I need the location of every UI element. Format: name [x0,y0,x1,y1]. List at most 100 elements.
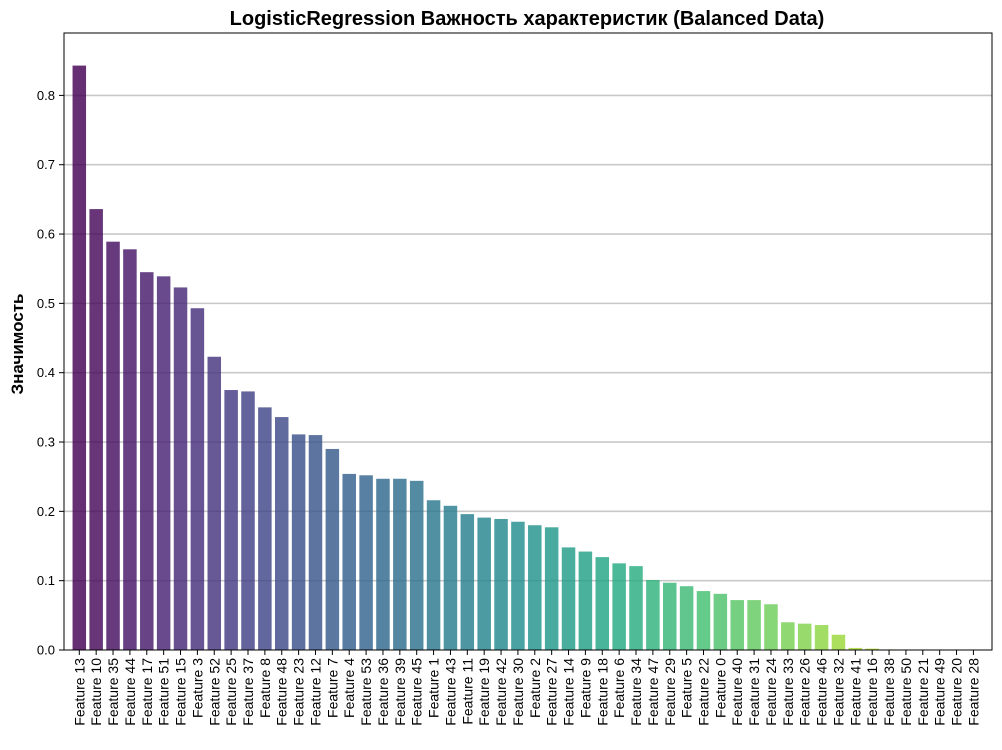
bar [342,473,356,650]
x-tick-label: Feature 44 [122,658,138,726]
bar [781,622,795,650]
bar [612,563,626,650]
bar [814,625,829,650]
x-tick-label: Feature 15 [173,658,189,726]
bar [241,391,255,650]
y-tick-label: 0.5 [37,296,55,311]
x-tick-label: Feature 50 [898,658,914,726]
y-axis-label: Значимость [8,293,27,394]
bar [747,600,761,650]
bar [224,390,238,650]
x-tick-label: Feature 37 [240,658,256,726]
bar [106,241,120,651]
bar [528,525,542,650]
x-tick-label: Feature 2 [527,658,543,718]
bar [274,417,289,650]
x-tick-label: Feature 41 [847,658,863,726]
bar [460,514,475,650]
x-tick-label: Feature 22 [695,658,711,726]
bar [190,308,205,650]
y-axis-ticks: 0.0 0.1 0.2 0.3 0.4 0.5 0.6 0.7 0.8 [37,88,64,658]
x-tick-label: Feature 18 [594,658,610,726]
x-tick-label: Feature 42 [493,658,509,726]
x-tick-label: Feature 17 [139,658,155,726]
x-tick-label: Feature 32 [830,658,846,726]
x-tick-label: Feature 29 [662,658,678,726]
x-tick-label: Feature 5 [679,658,695,718]
bar [443,505,458,650]
x-tick-label: Feature 4 [341,658,357,718]
bar [663,582,677,650]
x-tick-label: Feature 0 [712,658,728,718]
x-tick-label: Feature 35 [105,658,121,726]
bar [291,434,306,650]
y-tick-label: 0.7 [37,157,55,172]
x-tick-label: Feature 9 [577,658,593,718]
y-tick-label: 0.8 [37,88,55,103]
bar [595,557,610,650]
x-tick-label: Feature 30 [510,658,526,726]
x-tick-label: Feature 48 [274,658,290,726]
bar [477,517,491,650]
bar [831,634,846,650]
chart-title: LogisticRegression Важность характеристи… [230,8,825,30]
bar [156,276,171,650]
bar [426,500,441,650]
bar [325,448,340,650]
x-tick-label: Feature 3 [189,658,205,718]
bar [764,604,778,650]
bar [173,287,188,650]
bar [730,600,744,650]
bar [679,586,694,650]
bar [578,551,593,650]
x-tick-label: Feature 31 [746,658,762,726]
x-tick-label: Feature 21 [915,658,931,726]
bar [797,623,812,650]
x-tick-label: Feature 23 [291,658,307,726]
y-tick-label: 0.1 [37,573,55,588]
x-tick-label: Feature 20 [949,658,965,726]
x-tick-label: Feature 46 [814,658,830,726]
x-tick-label: Feature 52 [206,658,222,726]
bar [393,478,407,650]
bar [207,356,222,650]
y-tick-label: 0.6 [37,227,55,242]
x-tick-label: Feature 14 [561,658,577,726]
bar [308,435,323,650]
x-tick-label: Feature 34 [628,658,644,726]
x-tick-label: Feature 25 [223,658,239,726]
bar [376,478,390,650]
x-tick-label: Feature 39 [392,658,408,726]
bar [865,648,879,650]
bar [646,579,660,650]
bar [561,547,576,650]
x-tick-label: Feature 51 [156,658,172,726]
bar [544,527,559,650]
x-tick-label: Feature 12 [307,658,323,726]
x-tick-label: Feature 33 [780,658,796,726]
x-tick-label: Feature 45 [409,658,425,726]
x-tick-label: Feature 28 [965,658,981,726]
x-tick-label: Feature 38 [881,658,897,726]
bar [140,272,154,650]
x-tick-label: Feature 7 [324,658,340,718]
x-axis-ticks: Feature 13 Feature 10 Feature 35 Feature 44… [71,650,981,726]
x-tick-label: Feature 13 [71,658,87,726]
y-tick-label: 0.0 [37,643,55,658]
bar [123,249,137,650]
x-tick-label: Feature 53 [358,658,374,726]
x-tick-label: Feature 1 [426,658,442,718]
x-tick-label: Feature 40 [729,658,745,726]
x-tick-label: Feature 6 [611,658,627,718]
x-tick-label: Feature 10 [88,658,104,726]
x-tick-label: Feature 47 [645,658,661,726]
y-tick-label: 0.4 [37,365,55,380]
y-tick-label: 0.2 [37,504,55,519]
x-tick-label: Feature 36 [375,658,391,726]
x-tick-label: Feature 27 [544,658,560,726]
bar [713,593,728,650]
x-tick-label: Feature 24 [763,658,779,726]
x-tick-label: Feature 11 [459,658,475,725]
bar [629,566,643,650]
